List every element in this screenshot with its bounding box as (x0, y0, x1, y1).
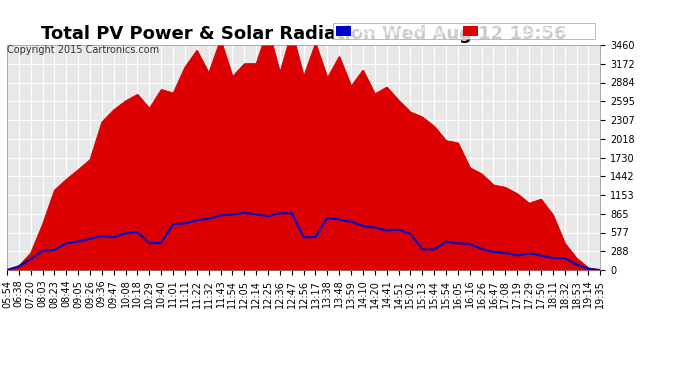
Title: Total PV Power & Solar Radiation Wed Aug 12 19:56: Total PV Power & Solar Radiation Wed Aug… (41, 26, 566, 44)
Legend: Radiation (W/m2), PV Panels  (DC Watts): Radiation (W/m2), PV Panels (DC Watts) (333, 23, 595, 39)
Text: Copyright 2015 Cartronics.com: Copyright 2015 Cartronics.com (7, 45, 159, 55)
